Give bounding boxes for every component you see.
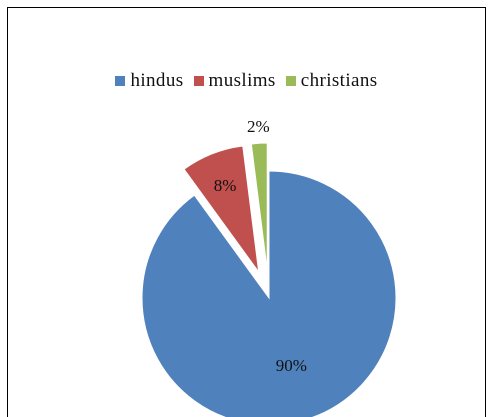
legend-label-muslims: muslims bbox=[208, 70, 276, 91]
data-label-hindus: 90% bbox=[276, 356, 307, 375]
pie-slice-christians bbox=[250, 142, 268, 271]
legend-swatch-muslims bbox=[193, 76, 204, 86]
legend-entry-hindus: hindus bbox=[115, 70, 183, 92]
legend-swatch-christians bbox=[285, 76, 296, 86]
pie-slice-hindus bbox=[141, 170, 397, 417]
legend-swatch-hindus bbox=[115, 76, 126, 86]
data-label-muslims: 8% bbox=[214, 176, 237, 195]
pie-slice-muslims bbox=[183, 145, 260, 273]
legend: hindus muslims christians bbox=[8, 70, 485, 92]
legend-label-christians: christians bbox=[300, 70, 378, 91]
data-label-christians: 2% bbox=[247, 117, 270, 136]
legend-entry-muslims: muslims bbox=[193, 70, 276, 92]
pie-slices bbox=[141, 142, 397, 417]
legend-entry-christians: christians bbox=[285, 70, 378, 92]
legend-label-hindus: hindus bbox=[130, 70, 184, 91]
pie-data-labels: 90% 8% 2% bbox=[214, 117, 307, 375]
